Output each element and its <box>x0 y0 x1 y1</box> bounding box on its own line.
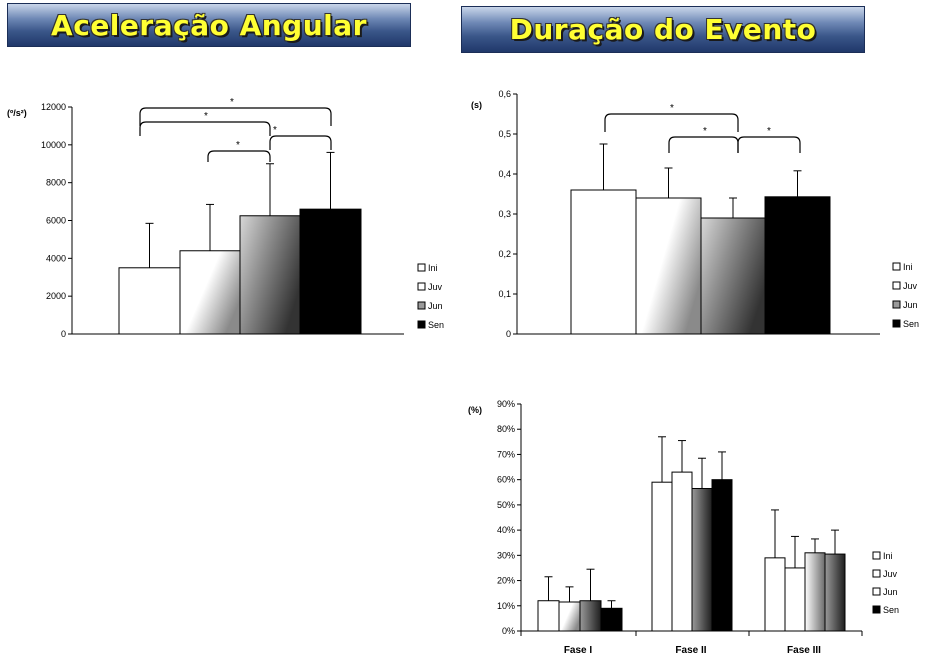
duracao-significance-label: * <box>670 103 674 114</box>
fases-legend-label: Jun <box>883 587 898 597</box>
fases-bar-ini <box>537 600 560 632</box>
fases-bar-juv <box>671 471 693 632</box>
aceleracao-y-tick-label: 8000 <box>46 178 66 188</box>
aceleracao-significance-label: * <box>230 97 234 108</box>
duracao-y-tick-label: 0,1 <box>498 289 511 299</box>
aceleracao-y-tick-label: 10000 <box>41 140 66 150</box>
duracao-legend-label: Ini <box>903 262 913 272</box>
fases-bar-ini <box>651 481 673 632</box>
fases-legend-label: Ini <box>883 551 893 561</box>
fases-y-tick-label: 70% <box>497 449 515 459</box>
aceleracao-significance-bracket <box>139 121 271 136</box>
duracao-significance-bracket <box>604 113 739 132</box>
duracao-legend-swatch-sen <box>892 319 901 328</box>
fases-legend-swatch-jun <box>872 587 881 596</box>
aceleracao-legend-label: Juv <box>428 282 443 292</box>
duracao-y-tick-label: 0,4 <box>498 169 511 179</box>
aceleracao-legend-swatch-sen <box>417 320 426 329</box>
fases-bar-ini <box>764 557 786 632</box>
duracao-legend-swatch-juv <box>892 281 901 290</box>
duracao-legend-label: Sen <box>903 319 919 329</box>
duracao-bar-jun <box>700 217 766 335</box>
aceleracao-y-tick-label: 12000 <box>41 102 66 112</box>
aceleracao-significance-bracket <box>139 107 332 126</box>
aceleracao-y-tick-label: 0 <box>61 329 66 339</box>
duracao-significance-bracket <box>737 136 801 153</box>
aceleracao-bar-ini <box>118 267 181 335</box>
fases-y-tick-label: 90% <box>497 399 515 409</box>
duracao-legend-label: Juv <box>903 281 918 291</box>
fases-bar-juv <box>784 567 806 632</box>
fases-bar-jun <box>579 600 602 632</box>
aceleracao-significance-bracket <box>207 150 271 162</box>
aceleracao-legend-label: Ini <box>428 263 438 273</box>
aceleracao-legend-label: Jun <box>428 301 443 311</box>
fases-y-tick-label: 0% <box>502 626 515 636</box>
title-banner-aceleracao: Aceleração Angular <box>7 3 411 47</box>
aceleracao-y-tick-label: 6000 <box>46 216 66 226</box>
aceleracao-bar-sen <box>299 208 362 335</box>
duracao-legend-label: Jun <box>903 300 918 310</box>
fases-y-label: (%) <box>468 405 482 415</box>
aceleracao-bar-juv <box>179 250 241 335</box>
fases-legend-label: Juv <box>883 569 898 579</box>
fases-y-tick-label: 40% <box>497 525 515 535</box>
duracao-bar-juv <box>635 197 702 335</box>
title-aceleracao: Aceleração Angular <box>51 8 367 42</box>
duracao-bar-sen <box>764 196 831 335</box>
aceleracao-significance-label: * <box>204 111 208 122</box>
fases-legend-swatch-ini <box>872 551 881 560</box>
fases-bar-juv <box>558 601 581 632</box>
title-banner-duracao: Duração do Evento <box>461 6 865 53</box>
fases-y-tick-label: 10% <box>497 601 515 611</box>
fases-y-tick-label: 50% <box>497 500 515 510</box>
duracao-legend-swatch-ini <box>892 262 901 271</box>
duracao-y-tick-label: 0,2 <box>498 249 511 259</box>
fases-y-tick-label: 60% <box>497 475 515 485</box>
aceleracao-legend-swatch-ini <box>417 263 426 272</box>
fases-y-tick-label: 20% <box>497 576 515 586</box>
aceleracao-significance-bracket <box>269 135 332 150</box>
fases-bar-sen <box>824 553 846 632</box>
fases-y-tick-label: 30% <box>497 550 515 560</box>
duracao-y-label: (s) <box>471 100 482 110</box>
aceleracao-y-tick-label: 2000 <box>46 291 66 301</box>
title-duracao: Duração do Evento <box>509 13 817 46</box>
aceleracao-significance-label: * <box>236 140 240 151</box>
aceleracao-legend-swatch-juv <box>417 282 426 291</box>
fases-bar-sen <box>711 479 733 632</box>
fases-x-tick-label: Fase III <box>787 645 821 656</box>
aceleracao-legend-label: Sen <box>428 320 444 330</box>
fases-y-tick-label: 80% <box>497 424 515 434</box>
fases-legend-label: Sen <box>883 605 899 615</box>
aceleracao-y-tick-label: 4000 <box>46 253 66 263</box>
fases-bar-jun <box>804 552 826 632</box>
duracao-y-tick-label: 0,3 <box>498 209 511 219</box>
fases-legend-swatch-sen <box>872 605 881 614</box>
duracao-bar-ini <box>570 189 637 335</box>
aceleracao-y-label: (º/s²) <box>7 108 27 118</box>
duracao-y-tick-label: 0 <box>506 329 511 339</box>
fases-x-tick-label: Fase II <box>675 645 706 656</box>
fases-x-tick-label: Fase I <box>564 645 593 656</box>
fases-bar-jun <box>691 487 713 632</box>
duracao-significance-label: * <box>767 126 771 137</box>
duracao-legend-swatch-jun <box>892 300 901 309</box>
duracao-significance-bracket <box>668 136 739 153</box>
duracao-y-tick-label: 0,6 <box>498 89 511 99</box>
duracao-y-tick-label: 0,5 <box>498 129 511 139</box>
fases-bar-sen <box>600 607 623 632</box>
aceleracao-significance-label: * <box>273 125 277 136</box>
duracao-significance-label: * <box>703 126 707 137</box>
aceleracao-bar-jun <box>239 215 301 335</box>
aceleracao-legend-swatch-jun <box>417 301 426 310</box>
fases-legend-swatch-juv <box>872 569 881 578</box>
